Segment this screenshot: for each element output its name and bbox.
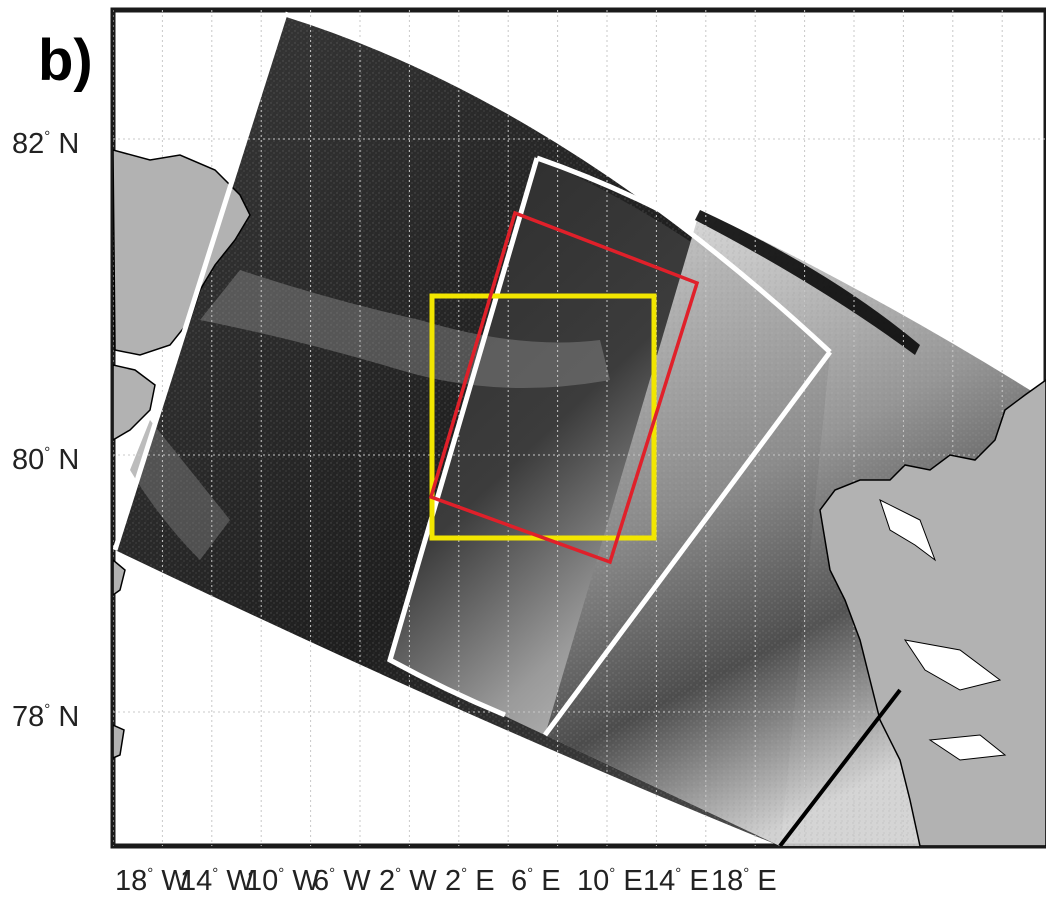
ice-edge-bright-band [200,270,610,388]
greenland-land-islet [113,559,126,596]
longitude-label: 6° E [511,865,561,897]
longitude-label: 18° W [115,865,189,897]
panel-label: b) [38,28,93,93]
left-swath-outline [113,11,832,551]
svalbard-fjord-1 [879,499,937,562]
latitude-label: 80° N [12,444,79,476]
longitude-label: 14° W [180,865,254,897]
longitude-label: 14° E [643,865,709,897]
middle-swath-outline [387,155,662,718]
latitude-label: 78° N [12,701,79,733]
satellite-imagery [115,14,1046,846]
red-study-box [428,210,700,565]
greenland-land [113,149,251,356]
swath-dark-edge [695,210,920,355]
svalbard-fjord-3 [928,734,1007,761]
latitude-labels: 82° N 80° N 78° N [12,128,79,733]
latitude-label: 82° N [12,128,79,160]
greenland-land-south [113,364,156,441]
longitude-label: 10° W [246,865,320,897]
longitude-label: 10° E [577,865,643,897]
longitude-label: 6° W [313,865,371,897]
longitude-label: 2° E [445,865,495,897]
longitude-labels: 18° W14° W10° W6° W 2° W 2° E 6° E 10° E 14° … [115,865,777,897]
right-swath-right-edge [778,688,902,846]
middle-swath-right-edge [542,350,833,737]
svalbard-land [819,379,1046,846]
longitude-label: 2° W [379,865,437,897]
map-content [113,10,1046,846]
greenland-land-islet-2 [113,724,125,759]
longitude-label: 18° E [711,865,777,897]
svalbard-fjord-2 [903,639,1002,691]
